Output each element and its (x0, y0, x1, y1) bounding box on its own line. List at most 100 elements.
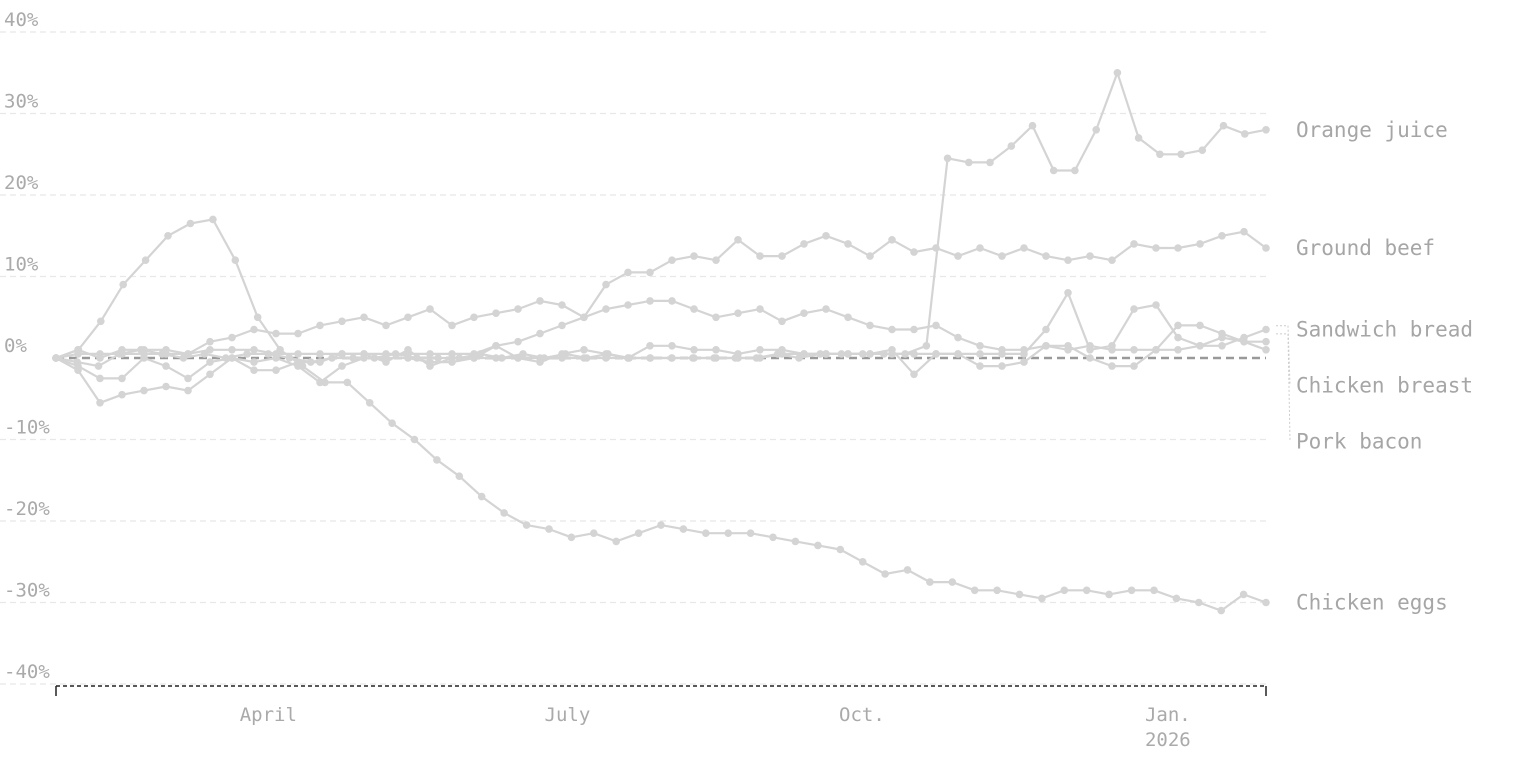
data-point (492, 354, 500, 362)
data-point (1015, 590, 1024, 599)
data-point (580, 346, 588, 354)
data-point (778, 252, 786, 260)
data-point (881, 570, 889, 578)
data-point (140, 354, 148, 362)
data-point (206, 346, 214, 354)
data-point (1196, 321, 1204, 330)
y-tick-label: 0% (4, 335, 27, 357)
data-point (657, 521, 665, 529)
data-point (646, 342, 654, 350)
data-point (118, 374, 126, 383)
data-point (668, 297, 676, 305)
data-point (1198, 146, 1207, 154)
data-point (1108, 362, 1116, 370)
data-point (1174, 333, 1182, 342)
data-point (998, 252, 1006, 260)
data-point (822, 350, 830, 358)
data-point (1105, 590, 1113, 599)
data-point (184, 374, 192, 383)
data-point (910, 370, 918, 379)
data-point (338, 350, 346, 358)
data-point (866, 350, 874, 358)
data-point (800, 240, 808, 248)
data-point (514, 337, 522, 346)
data-point (1130, 346, 1138, 354)
data-point (1262, 346, 1270, 354)
data-point (140, 386, 148, 395)
data-point (712, 354, 720, 362)
data-point (96, 374, 104, 383)
data-point (690, 354, 698, 362)
data-point (1060, 586, 1069, 595)
data-point (976, 342, 984, 350)
data-point (1217, 606, 1225, 615)
data-point (888, 236, 896, 244)
data-point (1240, 337, 1248, 346)
data-point (184, 386, 192, 395)
data-point (910, 350, 918, 358)
data-point (910, 325, 918, 334)
series-line (55, 71, 1267, 368)
data-point (1020, 358, 1028, 366)
data-point (910, 248, 918, 256)
data-point (1239, 590, 1248, 599)
data-point (844, 240, 852, 248)
data-point (492, 309, 500, 318)
data-point (986, 158, 994, 167)
series-pork-bacon (52, 289, 1270, 407)
data-point (932, 321, 940, 330)
data-point (1218, 342, 1226, 350)
data-point (162, 362, 170, 370)
data-point (976, 350, 984, 358)
data-point (1049, 166, 1058, 175)
data-point (1130, 362, 1138, 370)
data-point (690, 252, 698, 260)
data-point (814, 541, 822, 550)
x-tick-label: April (240, 704, 297, 726)
data-point (965, 158, 973, 167)
data-point (567, 533, 576, 542)
data-point (514, 354, 522, 362)
data-point (1177, 150, 1185, 159)
y-tick-label: 30% (4, 91, 39, 113)
data-point (250, 358, 258, 366)
data-point (970, 586, 979, 595)
data-point (96, 399, 104, 407)
series-chicken-breast (52, 321, 1270, 387)
data-point (800, 309, 808, 318)
data-point (253, 313, 262, 322)
data-point (97, 317, 105, 326)
data-point (1020, 244, 1028, 252)
data-point (1042, 342, 1050, 350)
data-point (250, 325, 258, 334)
data-point (1086, 346, 1094, 354)
data-point (954, 333, 962, 342)
data-point (1240, 227, 1248, 236)
data-point (1262, 598, 1270, 607)
data-point (1092, 126, 1100, 134)
data-point (858, 558, 867, 566)
data-point (1108, 256, 1116, 265)
data-point (866, 321, 874, 330)
data-point (795, 354, 803, 362)
data-point (209, 215, 217, 224)
y-tick-label: -40% (4, 661, 50, 683)
data-point (580, 313, 588, 322)
series-end-labels: Orange juice Ground beef Sandwich bread Chi… (1276, 118, 1473, 615)
series-label: Pork bacon (1296, 429, 1422, 453)
data-point (998, 362, 1006, 370)
data-point (1108, 342, 1116, 350)
series-line (55, 230, 1267, 360)
data-point (316, 350, 324, 358)
data-point (162, 382, 170, 391)
data-point (948, 578, 957, 586)
data-point (545, 525, 553, 533)
y-tick-label: -30% (4, 580, 50, 602)
y-tick-label: 20% (4, 172, 39, 194)
data-point (580, 354, 588, 362)
data-point (276, 346, 284, 354)
data-point (1007, 142, 1016, 150)
data-point (164, 232, 172, 240)
data-point (646, 297, 654, 305)
data-point (1174, 346, 1182, 354)
